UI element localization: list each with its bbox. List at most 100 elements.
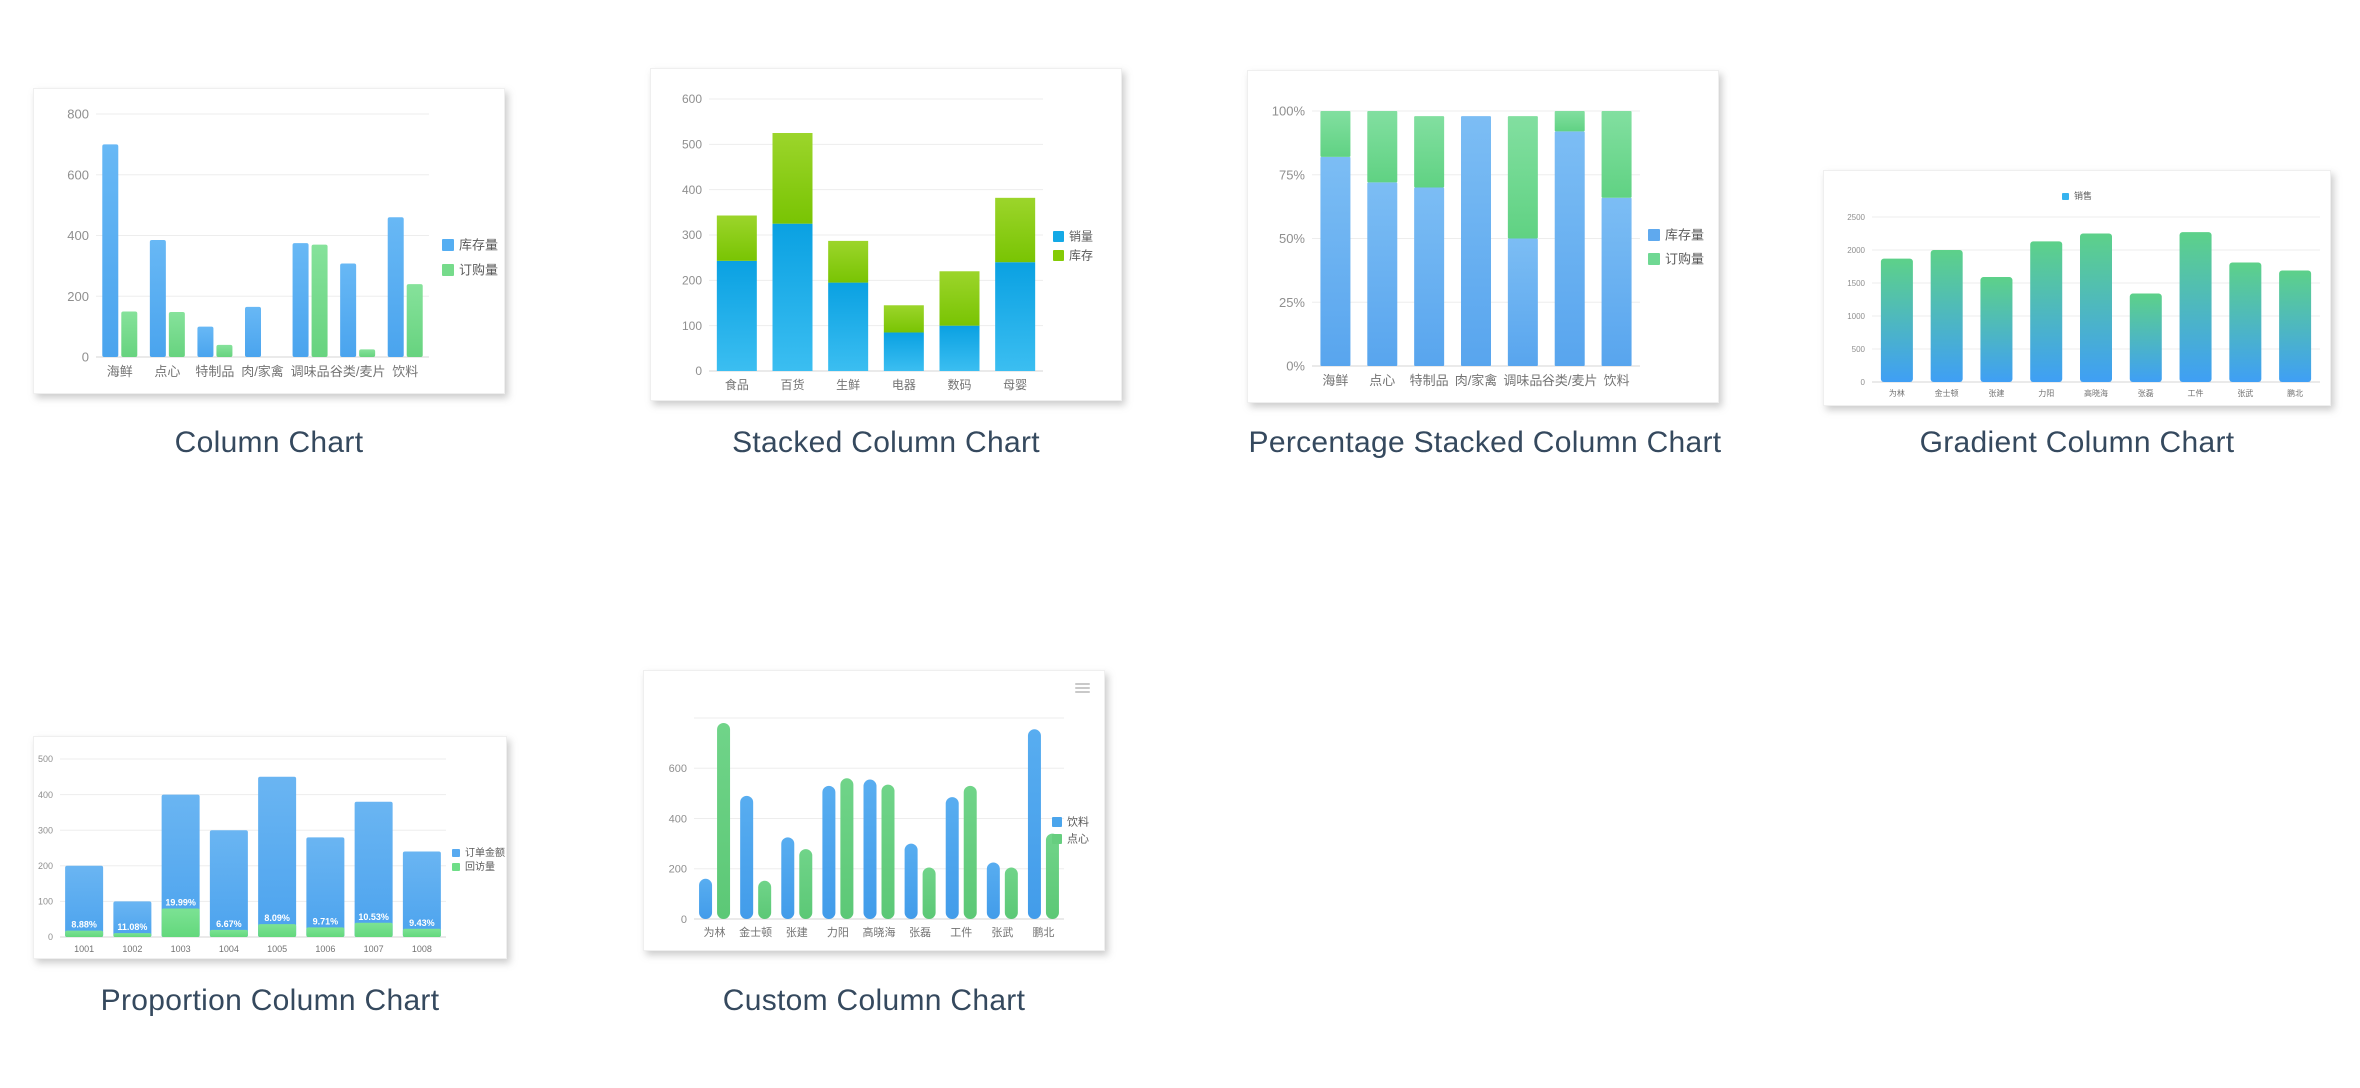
bar-订购量[interactable] (1601, 111, 1632, 198)
legend-item-回访量[interactable]: 回访量 (452, 861, 495, 873)
hamburger-menu-icon[interactable] (1075, 683, 1090, 694)
bar-库存量[interactable] (1554, 131, 1585, 366)
bar-库存[interactable] (716, 215, 757, 261)
bar-销售[interactable] (2129, 293, 2162, 382)
legend-item-销售[interactable]: 销售 (2062, 190, 2092, 201)
bar-点心[interactable] (881, 784, 895, 919)
bar-订单金额[interactable] (113, 901, 152, 937)
bar-库存[interactable] (828, 240, 869, 283)
bar-库存量[interactable] (1320, 156, 1351, 366)
legend-item-订购量[interactable]: 订购量 (1648, 251, 1704, 266)
legend-item-库存量[interactable]: 库存量 (442, 237, 498, 252)
bar-销量[interactable] (828, 282, 869, 371)
bar-销量[interactable] (716, 260, 757, 371)
bar-回访量[interactable] (258, 924, 297, 937)
chart-title-stacked-column[interactable]: Stacked Column Chart (732, 426, 1040, 459)
bar-订购量[interactable] (406, 284, 423, 357)
bar-库存[interactable] (939, 271, 980, 326)
bar-销售[interactable] (1980, 277, 2013, 382)
bar-库存量[interactable] (1414, 187, 1445, 367)
bar-销量[interactable] (939, 325, 980, 371)
chart-card-column[interactable]: 0 200 400 600 800 海鲜 点心 特制品 肉/家禽 调味品 谷类/麦片 饮料 库存量 订购量 (33, 88, 505, 394)
bar-回访量[interactable] (209, 929, 248, 937)
bar-销售[interactable] (1880, 258, 1913, 382)
bar-订单金额[interactable] (402, 851, 441, 937)
bar-销售[interactable] (1930, 250, 1963, 382)
bar-订购量[interactable] (168, 312, 185, 357)
bar-库存量[interactable] (102, 144, 119, 357)
bar-库存[interactable] (772, 133, 813, 224)
bar-饮料[interactable] (986, 862, 1000, 919)
bar-饮料[interactable] (863, 779, 877, 919)
bar-库存[interactable] (883, 305, 924, 333)
chart-title-column[interactable]: Column Chart (174, 426, 364, 459)
chart-card-stacked-column[interactable]: 0 100 200 300 400 500 600 食品 百货 生鲜 电器 数码 母婴 销量 库存 (650, 68, 1122, 401)
bar-订购量[interactable] (311, 244, 328, 357)
bar-点心[interactable] (1004, 867, 1018, 919)
bar-库存量[interactable] (149, 240, 166, 357)
bar-库存量[interactable] (1367, 182, 1398, 366)
bar-库存量[interactable] (245, 306, 261, 357)
bar-回访量[interactable] (65, 930, 104, 937)
bar-点心[interactable] (1045, 833, 1059, 919)
bar-饮料[interactable] (781, 837, 795, 919)
bar-订购量[interactable] (1367, 111, 1398, 183)
chart-card-gradient-column[interactable]: 0 500 1000 1500 2000 2500 为林 金士顿 张建 力阳 高晓海 张磊 工件 张武 鹏北… (1823, 170, 2331, 406)
bar-订单金额[interactable] (65, 865, 104, 937)
bar-订购量[interactable] (1507, 116, 1538, 239)
bar-回访量[interactable] (306, 927, 345, 937)
legend-item-订购量[interactable]: 订购量 (442, 262, 498, 277)
bar-订购量[interactable] (359, 349, 376, 357)
bar-订购量[interactable] (121, 311, 138, 357)
bar-销量[interactable] (995, 262, 1036, 371)
bar-库存量[interactable] (1601, 197, 1632, 366)
bar-库存量[interactable] (197, 326, 214, 357)
bar-销量[interactable] (883, 332, 924, 371)
legend-item-销量[interactable]: 销量 (1053, 230, 1093, 244)
chart-title-percent-stacked-column[interactable]: Percentage Stacked Column Chart (1248, 426, 1722, 459)
chart-card-custom-column[interactable]: 0 200 400 600 为林 金士顿 张建 力阳 高晓海 张磊 工件 张武 鹏北 饮料 点心 (643, 670, 1105, 951)
bar-饮料[interactable] (822, 785, 836, 919)
bar-销售[interactable] (2030, 241, 2063, 382)
chart-card-percent-stacked-column[interactable]: 0% 25% 50% 75% 100% 海鲜 点心 特制品 肉/家禽 调味品 谷类/麦片 饮料 库存量订… (1247, 70, 1719, 403)
bar-库存量[interactable] (1507, 238, 1538, 367)
bar-回访量[interactable] (113, 933, 152, 937)
bar-库存量[interactable] (292, 243, 309, 357)
legend-item-库存量[interactable]: 库存量 (1648, 227, 1704, 242)
legend-item-订单金额[interactable]: 订单金额 (452, 846, 505, 859)
bar-订单金额[interactable] (209, 830, 248, 937)
bar-订单金额[interactable] (306, 837, 345, 937)
bar-销售[interactable] (2229, 262, 2262, 382)
bar-订购量[interactable] (216, 344, 233, 357)
bar-饮料[interactable] (1027, 729, 1041, 919)
bar-销量[interactable] (772, 223, 813, 371)
legend-item-库存[interactable]: 库存 (1053, 248, 1093, 263)
bar-饮料[interactable] (740, 795, 754, 919)
chart-title-proportion-column[interactable]: Proportion Column Chart (100, 984, 440, 1017)
bar-销售[interactable] (2080, 233, 2112, 383)
bar-销售[interactable] (2179, 232, 2212, 382)
bar-饮料[interactable] (699, 878, 713, 919)
bar-库存量[interactable] (340, 263, 357, 357)
bar-点心[interactable] (717, 723, 731, 919)
bar-订购量[interactable] (1554, 111, 1585, 132)
chart-card-proportion-column[interactable]: 0 100 200 300 400 500 1001 1002 1003 1004 1005 1006… (33, 736, 507, 959)
bar-饮料[interactable] (904, 843, 918, 919)
bar-点心[interactable] (963, 785, 977, 919)
bar-订购量[interactable] (1414, 116, 1445, 188)
bar-订单金额[interactable] (258, 776, 297, 937)
bar-库存量[interactable] (1461, 116, 1491, 366)
bar-回访量[interactable] (402, 928, 441, 937)
bar-订单金额[interactable] (354, 801, 393, 937)
bar-回访量[interactable] (354, 922, 393, 937)
bar-库存量[interactable] (387, 217, 404, 357)
bar-点心[interactable] (922, 867, 936, 919)
bar-销售[interactable] (2279, 270, 2312, 382)
bar-库存[interactable] (995, 197, 1036, 263)
bar-订购量[interactable] (1320, 111, 1351, 157)
bar-饮料[interactable] (945, 797, 959, 919)
bar-点心[interactable] (799, 849, 813, 919)
legend-item-点心[interactable]: 点心 (1052, 833, 1089, 846)
chart-title-custom-column[interactable]: Custom Column Chart (722, 984, 1026, 1017)
bar-点心[interactable] (758, 880, 772, 919)
